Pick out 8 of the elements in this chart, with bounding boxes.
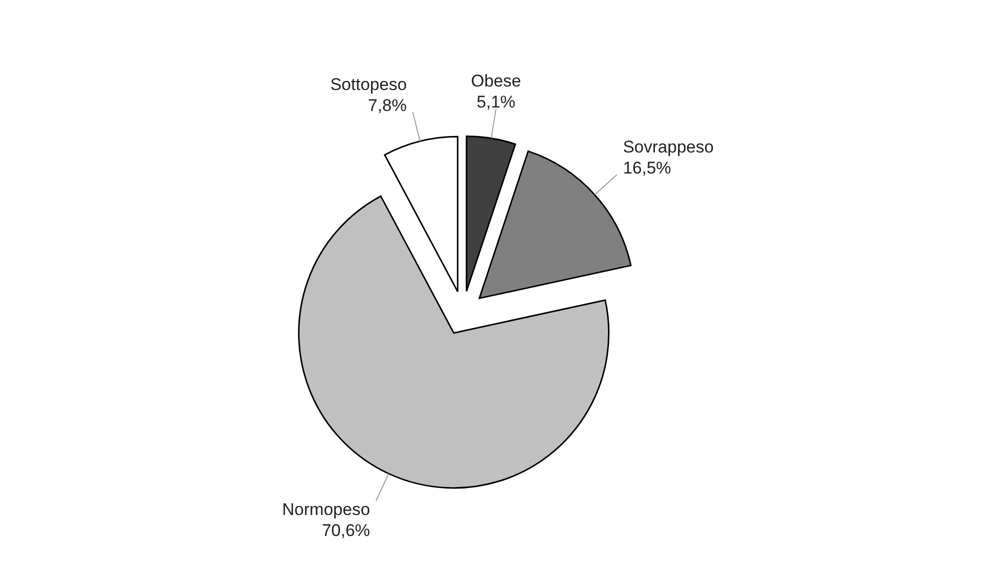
slice-label: Normopeso (282, 500, 370, 519)
data-label: 70,6% (322, 520, 370, 540)
data-label: 16,5% (622, 158, 672, 178)
slice-label: Obese (470, 72, 522, 91)
data-label: 7,8% (368, 96, 407, 116)
slice-label: Sottopeso (330, 75, 407, 94)
data-label: 5,1% (476, 92, 516, 112)
slice-label: Sovrappeso (622, 138, 714, 157)
